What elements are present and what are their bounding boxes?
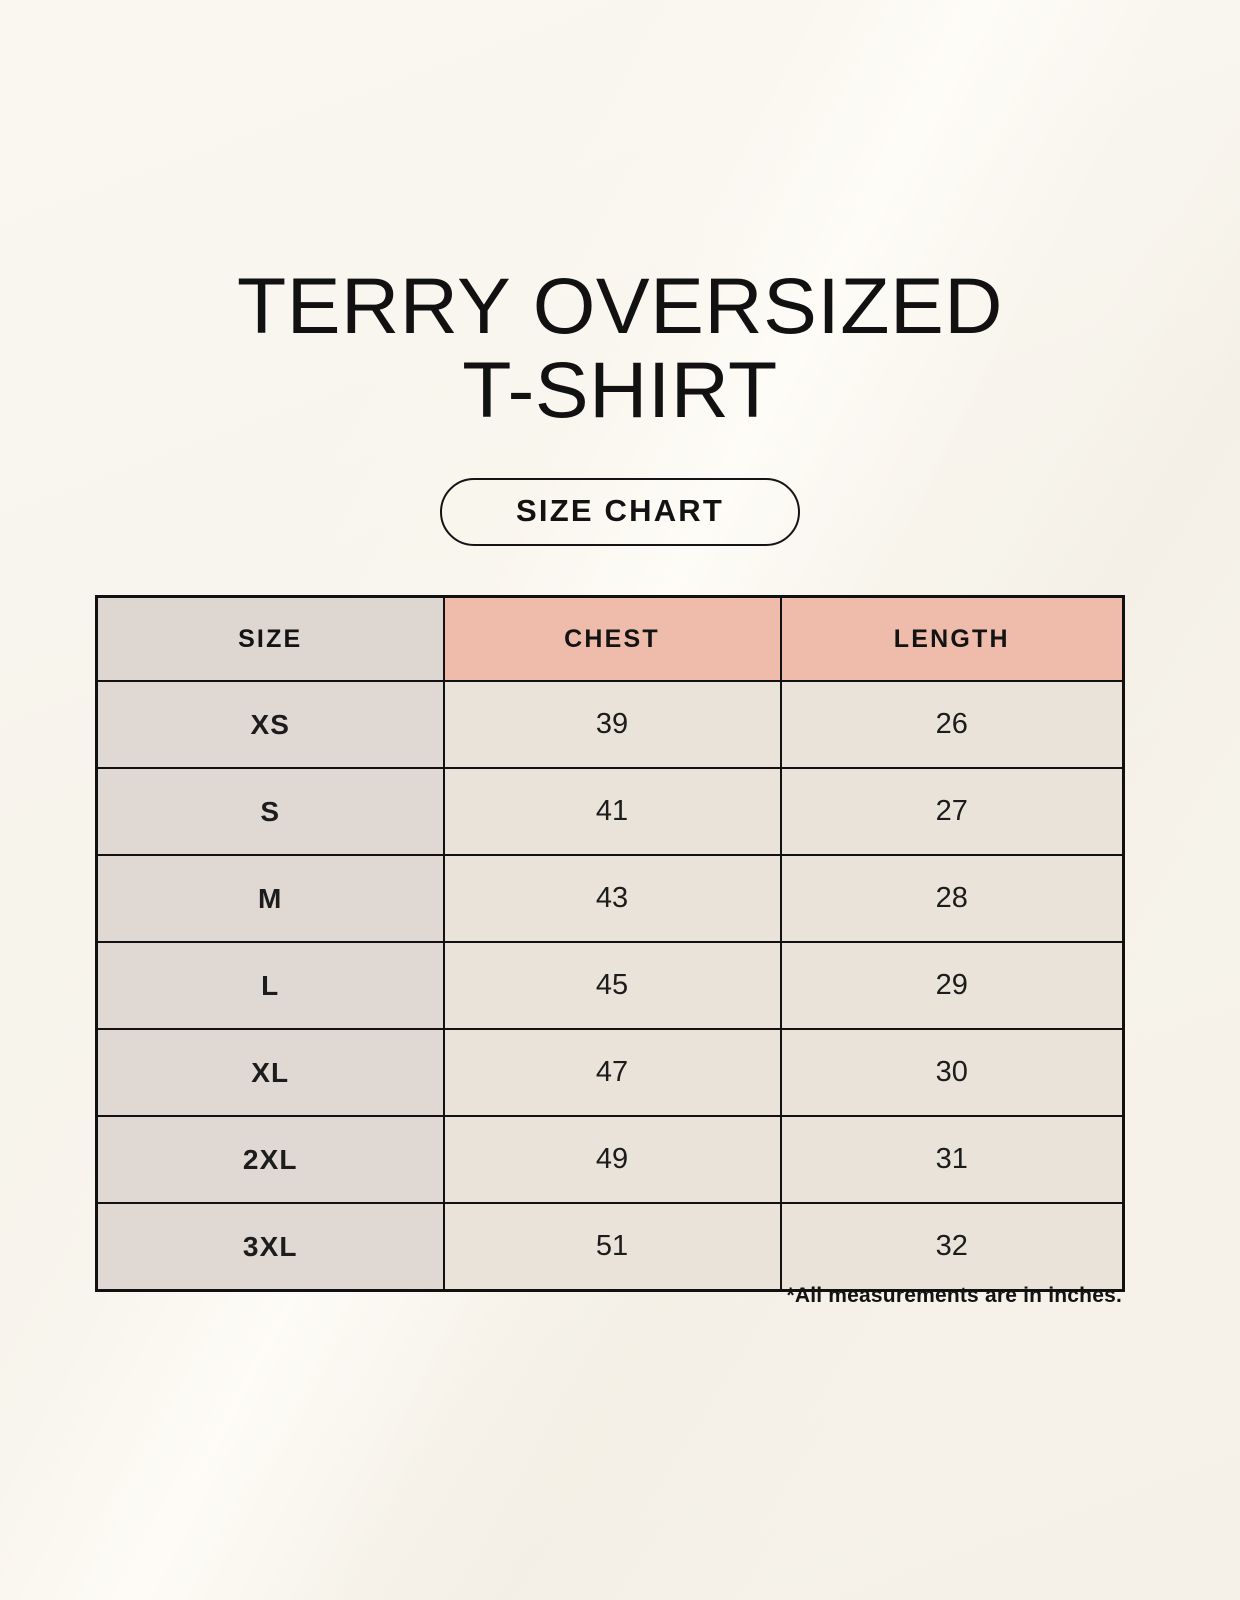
column-header-chest: CHEST — [442, 595, 782, 682]
cell-size: XL — [95, 1028, 445, 1117]
size-chart-table: SIZE CHEST LENGTH XS 39 26 S 41 27 M — [95, 595, 1125, 1292]
size-chart-table-container: SIZE CHEST LENGTH XS 39 26 S 41 27 M — [95, 595, 1125, 1292]
column-header-size: SIZE — [95, 595, 445, 682]
size-chart-badge-container: SIZE CHART — [0, 478, 1240, 546]
measurement-units-note: *All measurements are in inches. — [786, 1284, 1122, 1307]
title-line-1: TERRY OVERSIZED — [237, 261, 1003, 350]
cell-chest: 43 — [442, 854, 782, 943]
table-header-row: SIZE CHEST LENGTH — [95, 595, 1125, 682]
cell-length: 29 — [779, 941, 1125, 1030]
cell-length: 26 — [779, 680, 1125, 769]
cell-chest: 41 — [442, 767, 782, 856]
cell-size: M — [95, 854, 445, 943]
cell-chest: 47 — [442, 1028, 782, 1117]
table-row: XS 39 26 — [95, 680, 1125, 769]
cell-length: 28 — [779, 854, 1125, 943]
cell-chest: 39 — [442, 680, 782, 769]
cell-length: 32 — [779, 1202, 1125, 1292]
cell-chest: 49 — [442, 1115, 782, 1204]
cell-length: 27 — [779, 767, 1125, 856]
cell-length: 31 — [779, 1115, 1125, 1204]
cell-length: 30 — [779, 1028, 1125, 1117]
cell-size: XS — [95, 680, 445, 769]
cell-size: 3XL — [95, 1202, 445, 1292]
column-header-length: LENGTH — [779, 595, 1125, 682]
cell-size: S — [95, 767, 445, 856]
table-row: XL 47 30 — [95, 1028, 1125, 1117]
cell-chest: 45 — [442, 941, 782, 1030]
cell-chest: 51 — [442, 1202, 782, 1292]
table-row: 3XL 51 32 — [95, 1202, 1125, 1292]
size-chart-badge: SIZE CHART — [440, 478, 800, 546]
title-line-2: T-SHIRT — [462, 345, 778, 434]
page-title: TERRY OVERSIZED T-SHIRT — [0, 264, 1240, 432]
table-row: M 43 28 — [95, 854, 1125, 943]
table-row: L 45 29 — [95, 941, 1125, 1030]
cell-size: L — [95, 941, 445, 1030]
cell-size: 2XL — [95, 1115, 445, 1204]
table-row: 2XL 49 31 — [95, 1115, 1125, 1204]
table-row: S 41 27 — [95, 767, 1125, 856]
